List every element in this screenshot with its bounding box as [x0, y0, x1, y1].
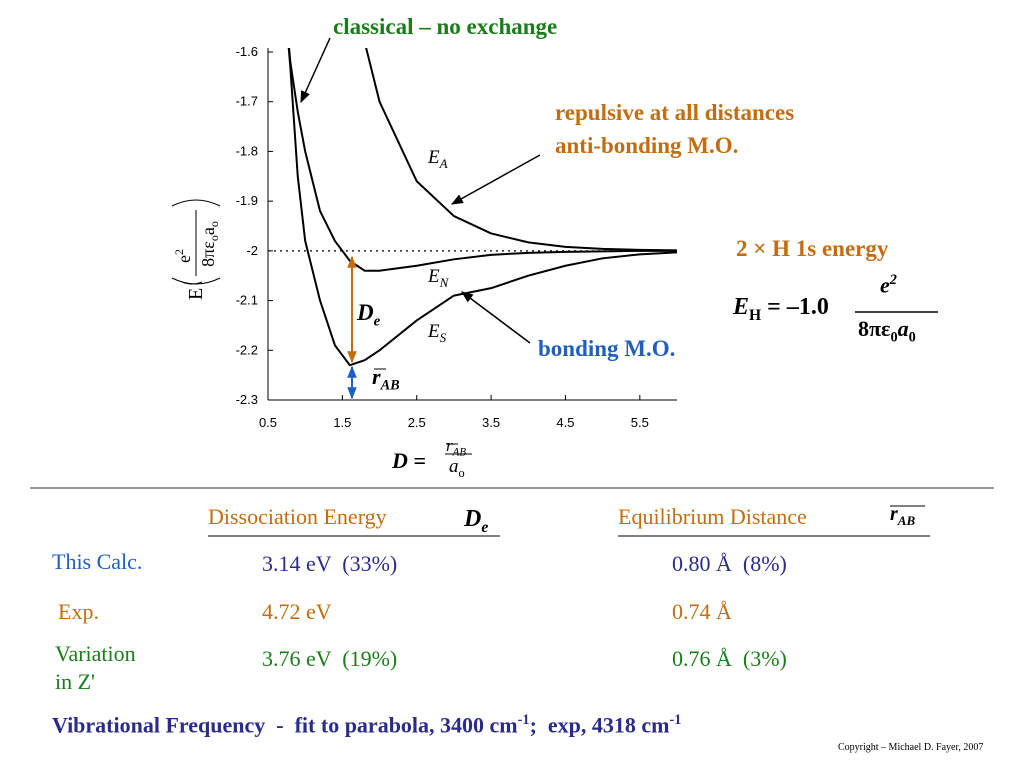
y-tick-label: -1.8: [236, 143, 258, 158]
t: a: [897, 316, 909, 341]
x-tick-label: 0.5: [259, 415, 277, 430]
t: r: [446, 436, 453, 455]
row-label: This Calc.: [52, 549, 143, 574]
x-tick-label: 4.5: [556, 415, 574, 430]
t: AB: [452, 446, 467, 459]
curve: [288, 48, 677, 272]
x-label-den: ao: [449, 456, 465, 481]
t: E: [427, 147, 440, 168]
x-tick-label: 5.5: [631, 415, 649, 430]
t: E: [427, 266, 440, 287]
annotation: classical – no exchange: [333, 14, 558, 39]
y-tick-label: -2.2: [236, 342, 258, 357]
arrow: [300, 37, 331, 104]
t: E: [427, 321, 440, 342]
t: 2: [172, 249, 186, 255]
table-header: Dissociation Energy: [208, 504, 387, 530]
t: e: [174, 255, 194, 263]
curve-label: EN: [427, 266, 450, 290]
t: N: [439, 275, 450, 290]
t: 2: [889, 272, 897, 288]
t: a: [198, 227, 218, 235]
cell: 3.76 eV (19%): [262, 646, 398, 671]
energy-formula: EH = –1.0: [733, 294, 829, 325]
y-tick-label: -2.1: [236, 293, 258, 308]
footer: Vibrational Frequency - fit to parabola,…: [52, 712, 681, 738]
cell: 0.76 Å (3%): [672, 646, 787, 671]
t: H: [749, 306, 762, 324]
t: o: [207, 221, 221, 227]
t: Dissociation Energy: [208, 504, 387, 529]
annotation: anti-bonding M.O.: [555, 133, 739, 158]
t: AB: [897, 513, 916, 528]
t: a: [449, 456, 459, 477]
arrow: [450, 154, 541, 205]
table-header: Equilibrium Distance: [618, 504, 807, 530]
curve: [365, 48, 678, 252]
t: 8πε: [198, 241, 218, 267]
x-tick-label: 3.5: [482, 415, 500, 430]
energy-num: e2: [880, 272, 897, 298]
energy-den: 8πε0a0: [858, 316, 916, 346]
cell: 0.74 Å: [672, 599, 732, 624]
cell: 3.14 eV (33%): [262, 551, 398, 576]
t: r: [890, 503, 898, 525]
copyright: Copyright – Michael D. Fayer, 2007: [838, 742, 984, 753]
x-label-symbol: D =: [392, 448, 426, 473]
t: ; exp, 4318 cm: [529, 712, 670, 738]
cell: 0.80 Å (8%): [672, 551, 787, 576]
annotation: repulsive at all distances: [555, 100, 795, 125]
y-label-den: 8πεoao: [198, 221, 221, 267]
t: e: [880, 272, 890, 298]
x-tick-label: 1.5: [333, 415, 351, 430]
t: -1: [669, 712, 682, 728]
paren: [171, 199, 221, 207]
y-tick-label: -1.6: [236, 44, 258, 59]
y-tick-label: -1.7: [236, 94, 258, 109]
table-header-symbol: rAB: [890, 503, 915, 529]
x-tick-label: 2.5: [408, 415, 426, 430]
curve-label: ES: [427, 321, 447, 345]
t: A: [439, 156, 448, 171]
y-axis-label: E e2 8πεoao: [171, 199, 221, 300]
rab-label: rAB: [372, 364, 400, 394]
plot: -1.6 -1.7 -1.8 -1.9 -2 -2.1 -2.2 -2.30.5 1.5 2.5 3…: [236, 44, 678, 430]
y-tick-label: -2: [246, 243, 258, 258]
t: Equilibrium Distance: [618, 504, 807, 529]
curve-label: EA: [427, 147, 448, 171]
cell: 4.72 eV: [262, 599, 332, 624]
paren: [171, 277, 221, 285]
table-header-symbol: De: [464, 506, 488, 537]
t: e: [373, 313, 381, 330]
row-label: Exp.: [58, 599, 99, 624]
t: r: [372, 364, 381, 389]
t: = –1.0: [767, 294, 829, 320]
t: D: [464, 506, 482, 532]
arrow: [461, 291, 531, 344]
t: o: [458, 465, 465, 480]
x-label-num: rAB: [446, 436, 466, 458]
y-label-symbol: E: [185, 288, 207, 300]
annotation: bonding M.O.: [538, 336, 676, 361]
y-tick-label: -2.3: [236, 392, 258, 407]
t: S: [440, 330, 447, 345]
de-label: De: [357, 300, 380, 331]
t: Vibrational Frequency - fit to parabola,…: [52, 712, 518, 738]
t: AB: [380, 377, 400, 394]
energy-title: 2 × H 1s energy: [736, 236, 889, 261]
t: 0: [908, 329, 916, 346]
t: -1: [517, 712, 530, 728]
t: E: [733, 294, 750, 320]
y-tick-label: -1.9: [236, 193, 258, 208]
t: 0: [890, 329, 898, 346]
y-label-num: e2: [172, 249, 194, 263]
t: 8πε: [858, 316, 891, 341]
row-label: Variation in Z': [55, 641, 136, 694]
t: o: [207, 235, 221, 241]
curve: [287, 48, 678, 367]
t: e: [481, 518, 489, 536]
t: D: [357, 300, 374, 325]
